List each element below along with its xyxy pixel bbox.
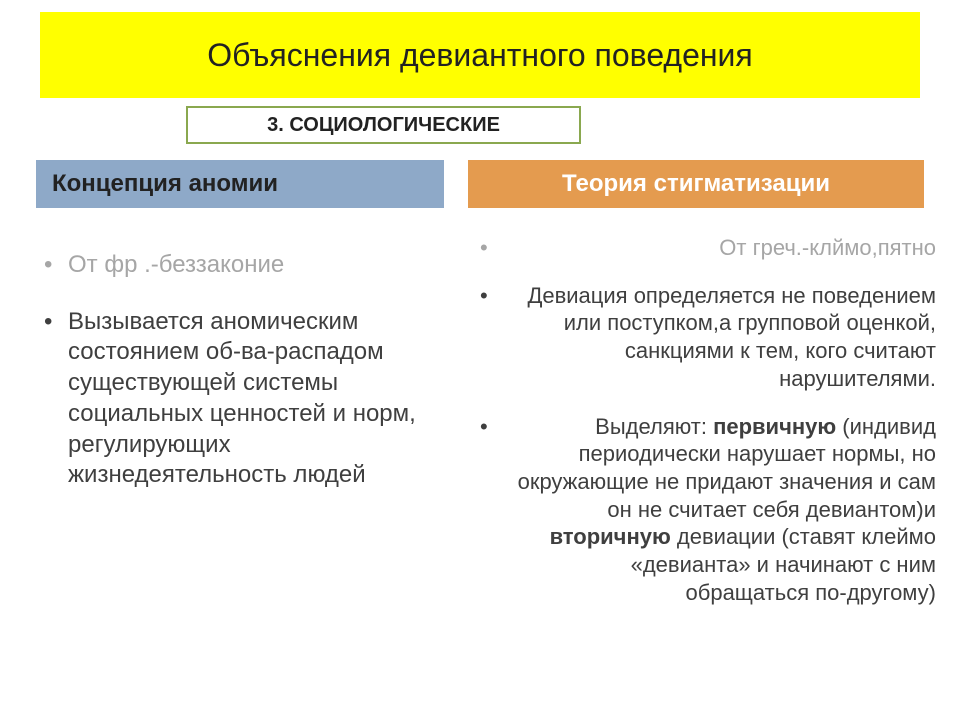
right-column-body: От греч.-клймо,пятно Девиация определяетс… (472, 234, 936, 627)
list-item: От фр .-беззаконие (44, 250, 434, 281)
text-segment: вторичную (550, 524, 671, 549)
subhead-text: 3. СОЦИОЛОГИЧЕСКИЕ (267, 114, 500, 137)
left-column-heading-box: Концепция аномии (36, 160, 444, 208)
text-segment: Девиация определяется не поведением или … (527, 283, 936, 391)
list-item: Вызывается аномическим состоянием об-ва-… (44, 307, 434, 491)
text-segment: Выделяют: (595, 414, 713, 439)
text-segment: первичную (713, 414, 836, 439)
left-bullet-list: От фр .-беззаконие Вызывается аномическим… (44, 250, 434, 491)
right-column-heading: Теория стигматизации (562, 170, 830, 198)
list-item: Девиация определяется не поведением или … (472, 282, 936, 393)
text-segment: От греч.-клймо,пятно (719, 235, 936, 260)
subhead-box: 3. СОЦИОЛОГИЧЕСКИЕ (186, 106, 581, 144)
list-item: Выделяют: первичную (индивид периодическ… (472, 413, 936, 607)
slide-title: Объяснения девиантного поведения (207, 37, 753, 74)
right-column-heading-box: Теория стигматизации (468, 160, 924, 208)
slide: Объяснения девиантного поведения 3. СОЦИ… (0, 0, 960, 720)
list-item: От греч.-клймо,пятно (472, 234, 936, 262)
left-column-heading: Концепция аномии (52, 170, 278, 198)
right-bullet-list: От греч.-клймо,пятно Девиация определяетс… (472, 234, 936, 607)
left-column-body: От фр .-беззаконие Вызывается аномическим… (44, 250, 434, 517)
title-band: Объяснения девиантного поведения (40, 12, 920, 98)
text-segment: девиации (ставят клеймо «девианта» и нач… (631, 524, 936, 604)
